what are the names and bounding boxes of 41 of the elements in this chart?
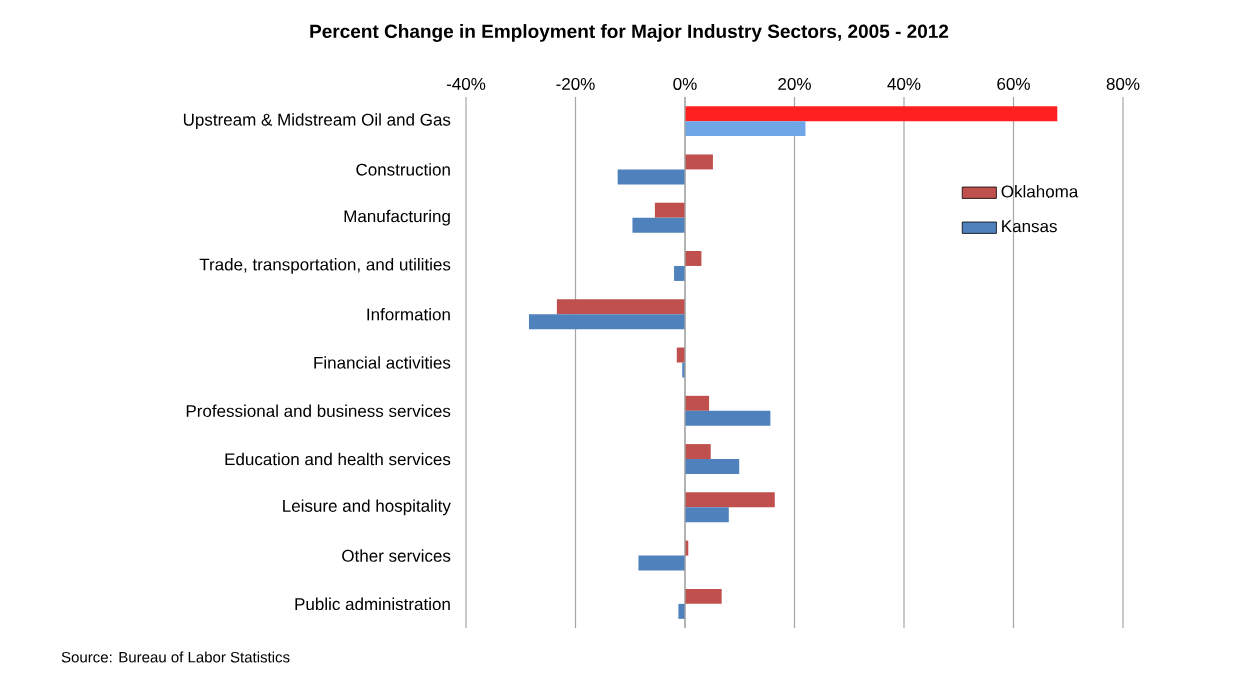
y-tick-label: Professional and business services <box>186 404 451 418</box>
x-tick-label: -20% <box>556 77 595 90</box>
bar <box>678 603 685 619</box>
bar <box>685 410 771 426</box>
legend-label: Kansas <box>1002 220 1057 233</box>
bar <box>528 314 685 330</box>
legend-label: Oklahoma <box>1001 185 1079 198</box>
bar <box>638 555 685 571</box>
bar <box>685 250 702 266</box>
bar <box>685 444 711 460</box>
y-tick-label: Education and health services <box>225 452 451 466</box>
x-tick-label: 40% <box>887 77 921 90</box>
bar <box>617 169 685 185</box>
y-tick-label: Information <box>367 307 450 321</box>
x-tick-label: 60% <box>997 77 1030 90</box>
y-tick-label: Other services <box>342 549 451 562</box>
x-tick-label: -40% <box>446 77 486 90</box>
x-tick-label: 0% <box>673 77 697 90</box>
source-note: Source: Bureau of Labor Statistics <box>61 651 290 663</box>
x-tick-label: 20% <box>778 77 811 90</box>
bar <box>685 154 713 170</box>
y-tick-label: Financial activities <box>314 356 451 369</box>
bar <box>654 202 685 218</box>
bar <box>556 299 685 315</box>
bar <box>685 492 775 508</box>
y-tick-label: Leisure and hospitality <box>283 499 451 516</box>
bar <box>685 588 722 604</box>
y-tick-label: Construction <box>356 163 450 176</box>
bar <box>685 459 740 475</box>
bar <box>685 507 729 523</box>
y-tick-label: Trade, transportation, and utilities <box>199 258 451 274</box>
bar <box>685 395 710 411</box>
y-tick-label: Public administration <box>295 597 450 611</box>
bar <box>685 106 1058 122</box>
y-tick-label: Manufacturing <box>344 209 450 226</box>
bar <box>632 217 685 233</box>
bar <box>674 265 685 281</box>
chart-title: Percent Change in Employment for Major Industry Sectors, 2005 - 2012 <box>310 24 949 42</box>
bar <box>685 121 806 137</box>
x-tick-label: 80% <box>1106 77 1140 90</box>
y-tick-label: Upstream & Midstream Oil and Gas <box>183 113 451 130</box>
